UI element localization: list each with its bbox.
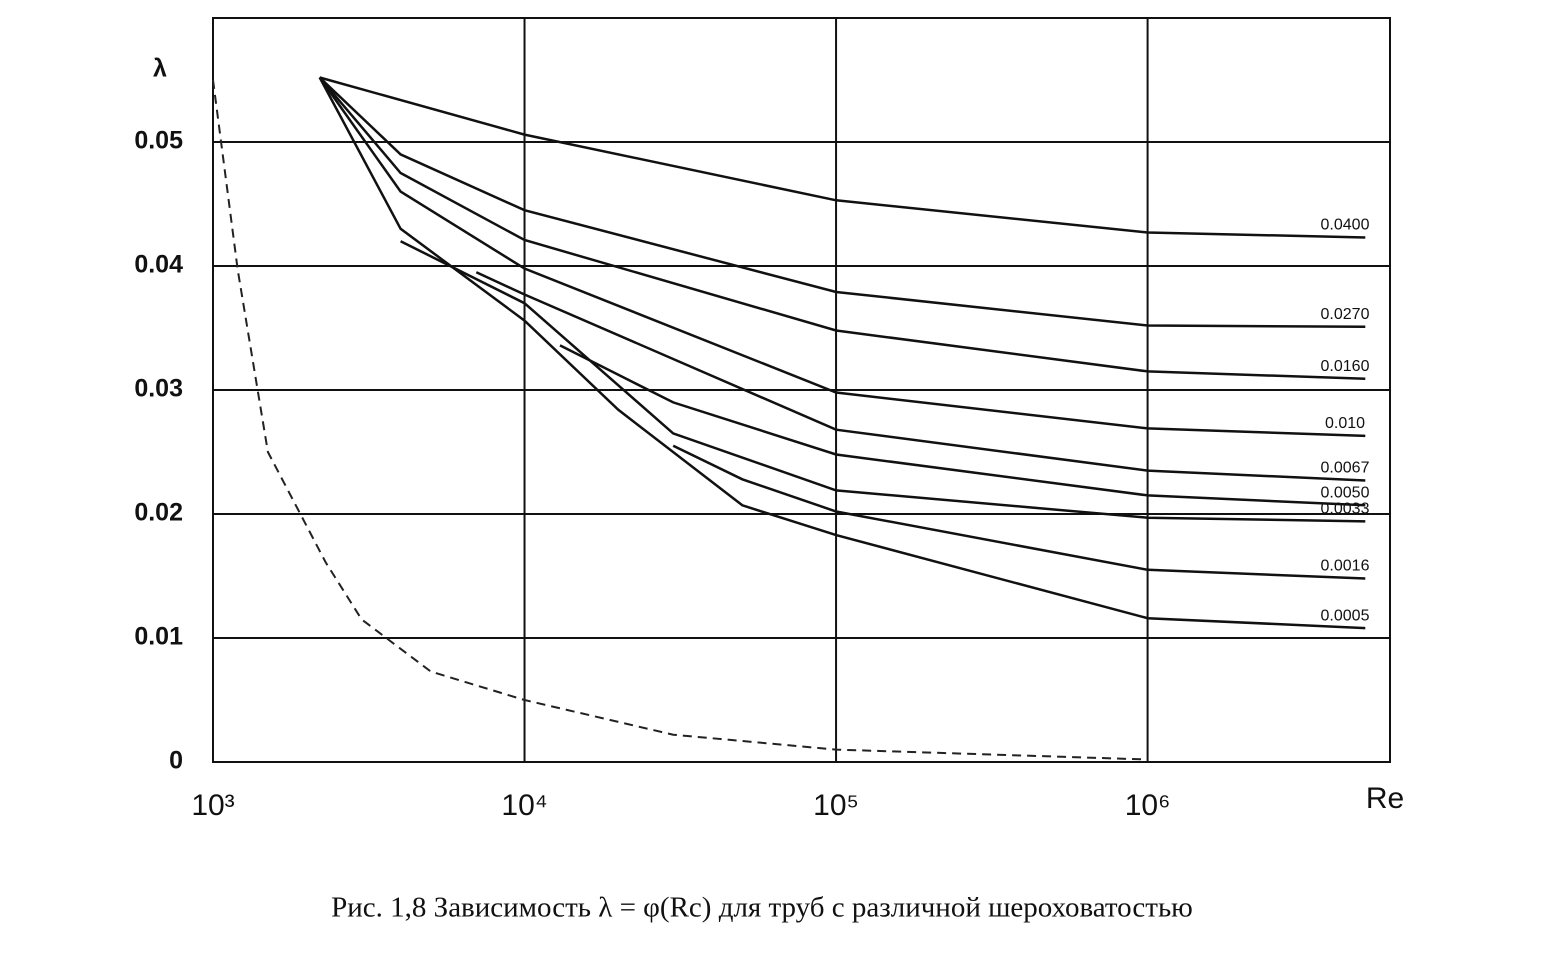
y-tick-label: 0.02 [134, 499, 183, 527]
y-tick-label: 0 [169, 747, 183, 775]
curve-label: 0.0160 [1321, 358, 1370, 375]
curve [319, 76, 1366, 239]
curve-label: 0.0050 [1321, 485, 1370, 502]
curve [318, 76, 1366, 381]
y-tick-label: 0.05 [134, 127, 183, 155]
curve-label: 0.0400 [1321, 217, 1370, 234]
curve [212, 79, 1148, 761]
curve [318, 76, 1366, 438]
x-tick-label: 10⁵ [813, 789, 859, 822]
x-tick-label: 10⁴ [501, 789, 547, 822]
curve-label: 0.0270 [1321, 306, 1370, 323]
curve-label: 0.0005 [1321, 607, 1370, 624]
curve-label: 0.0016 [1321, 558, 1370, 575]
y-tick-label: 0.01 [134, 623, 183, 651]
curve-label: 0.010 [1325, 415, 1365, 432]
caption: Рис. 1,8 Зависимость λ = φ(Rc) для труб … [331, 892, 1193, 924]
curve [318, 76, 1366, 630]
curve [318, 76, 1366, 329]
curve [559, 344, 1366, 507]
x-tick-label: 10³ [191, 789, 234, 822]
curve-label: 0.0033 [1321, 501, 1370, 518]
curve-label: 0.0067 [1321, 460, 1370, 477]
curve [475, 271, 1366, 482]
curve [672, 444, 1366, 580]
x-axis-label: Re [1366, 782, 1404, 815]
y-tick-label: 0.03 [134, 375, 183, 403]
y-tick-label: 0.04 [134, 251, 183, 279]
curve [400, 240, 1366, 523]
y-axis-label: λ [153, 55, 167, 83]
x-tick-label: 10⁶ [1125, 789, 1171, 822]
